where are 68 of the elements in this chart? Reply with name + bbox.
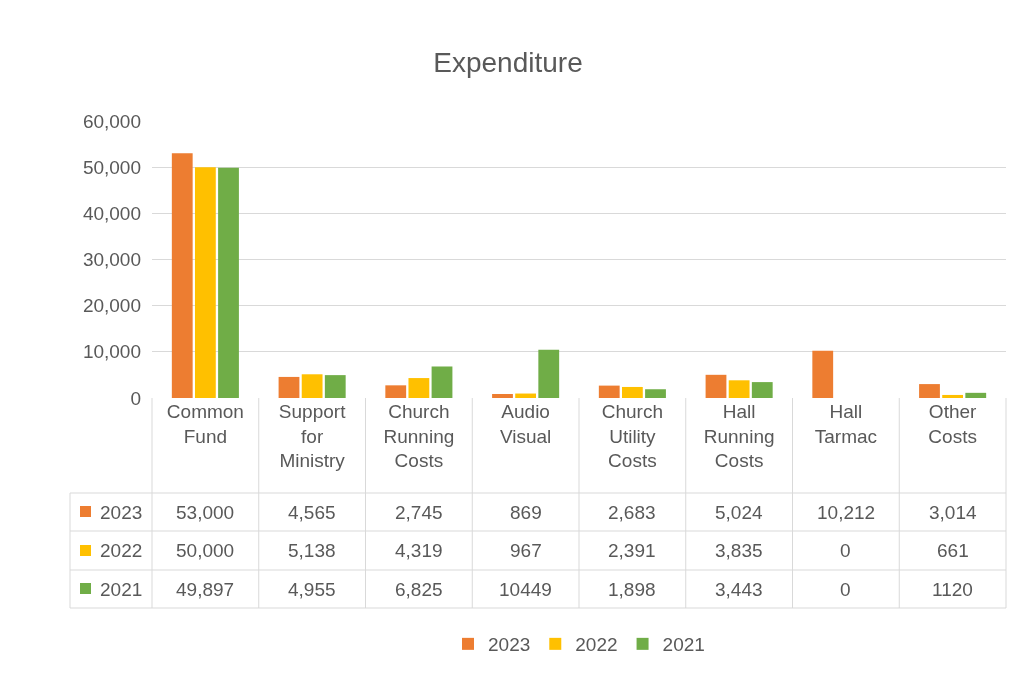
bar bbox=[919, 384, 940, 398]
x-tick-label: Common Fund bbox=[166, 401, 244, 447]
y-tick-label: 60,000 bbox=[82, 110, 141, 132]
x-tick-label: Hall Running Costs bbox=[703, 401, 775, 472]
data-label: 10449 bbox=[499, 579, 552, 600]
x-tick-label: Audio Visual bbox=[499, 401, 552, 447]
y-tick-label: 50,000 bbox=[82, 156, 141, 178]
data-label: 4,955 bbox=[288, 579, 336, 600]
data-label: 5,024 bbox=[715, 502, 763, 523]
bar bbox=[942, 394, 964, 398]
data-label: 2,391 bbox=[608, 540, 656, 561]
bar bbox=[385, 385, 407, 398]
data-label: 0 bbox=[840, 540, 851, 561]
x-tick-label: Church Running Costs bbox=[383, 401, 455, 472]
data-label: 4,565 bbox=[288, 502, 336, 523]
bar bbox=[728, 380, 750, 398]
bar bbox=[171, 153, 193, 398]
bar bbox=[324, 375, 346, 398]
data-label: 2,745 bbox=[395, 502, 443, 523]
bar bbox=[965, 392, 987, 398]
bar bbox=[278, 376, 300, 398]
data-label: 4,319 bbox=[395, 540, 443, 561]
x-tick-label: Support for Ministry bbox=[278, 401, 347, 472]
bar bbox=[301, 374, 323, 398]
data-label: 3,014 bbox=[929, 502, 977, 523]
bar bbox=[194, 167, 216, 398]
data-label: 50,000 bbox=[176, 540, 235, 561]
data-label: 3,443 bbox=[715, 579, 763, 600]
data-label: 661 bbox=[937, 540, 969, 561]
legend-label: 2021 bbox=[100, 579, 143, 600]
y-tick-label: 20,000 bbox=[82, 295, 141, 317]
bar bbox=[538, 349, 560, 398]
bar bbox=[645, 389, 666, 398]
bar bbox=[492, 393, 513, 398]
chart-title: Expenditure bbox=[433, 46, 583, 78]
bar bbox=[515, 393, 537, 398]
x-tick-label: Hall Tarmac bbox=[814, 401, 878, 447]
text: 2021 bbox=[662, 634, 705, 656]
bar bbox=[751, 382, 773, 398]
data-label: 3,835 bbox=[715, 540, 763, 561]
data-label: 10,212 bbox=[817, 502, 876, 523]
data-label: 5,138 bbox=[288, 540, 336, 561]
bar bbox=[705, 374, 727, 398]
data-label: 53,000 bbox=[176, 502, 235, 523]
bar bbox=[812, 350, 834, 398]
y-tick-label: 40,000 bbox=[82, 202, 141, 224]
y-tick-label: 0 bbox=[130, 387, 141, 409]
y-tick-label: 10,000 bbox=[82, 341, 141, 363]
bar bbox=[218, 167, 239, 398]
data-label: 869 bbox=[510, 502, 542, 523]
data-label: 6,825 bbox=[395, 579, 443, 600]
data-label: 49,897 bbox=[176, 579, 235, 600]
data-label: 1120 bbox=[932, 579, 973, 600]
legend-label: 2022 bbox=[100, 540, 143, 561]
y-tick-label: 30,000 bbox=[82, 249, 141, 271]
data-label: 1,898 bbox=[608, 579, 656, 600]
bar bbox=[408, 378, 430, 398]
text: 2023 bbox=[488, 634, 531, 656]
data-label: 0 bbox=[840, 579, 851, 600]
text: 2022 bbox=[575, 634, 618, 656]
data-label: 2,683 bbox=[608, 502, 656, 523]
bar bbox=[431, 366, 453, 398]
bar bbox=[621, 386, 643, 398]
x-tick-label: Other Costs bbox=[928, 401, 978, 447]
x-tick-label: Church Utility Costs bbox=[601, 401, 664, 472]
data-label: 967 bbox=[510, 540, 542, 561]
bar bbox=[598, 385, 620, 398]
legend-label: 2023 bbox=[100, 502, 143, 523]
